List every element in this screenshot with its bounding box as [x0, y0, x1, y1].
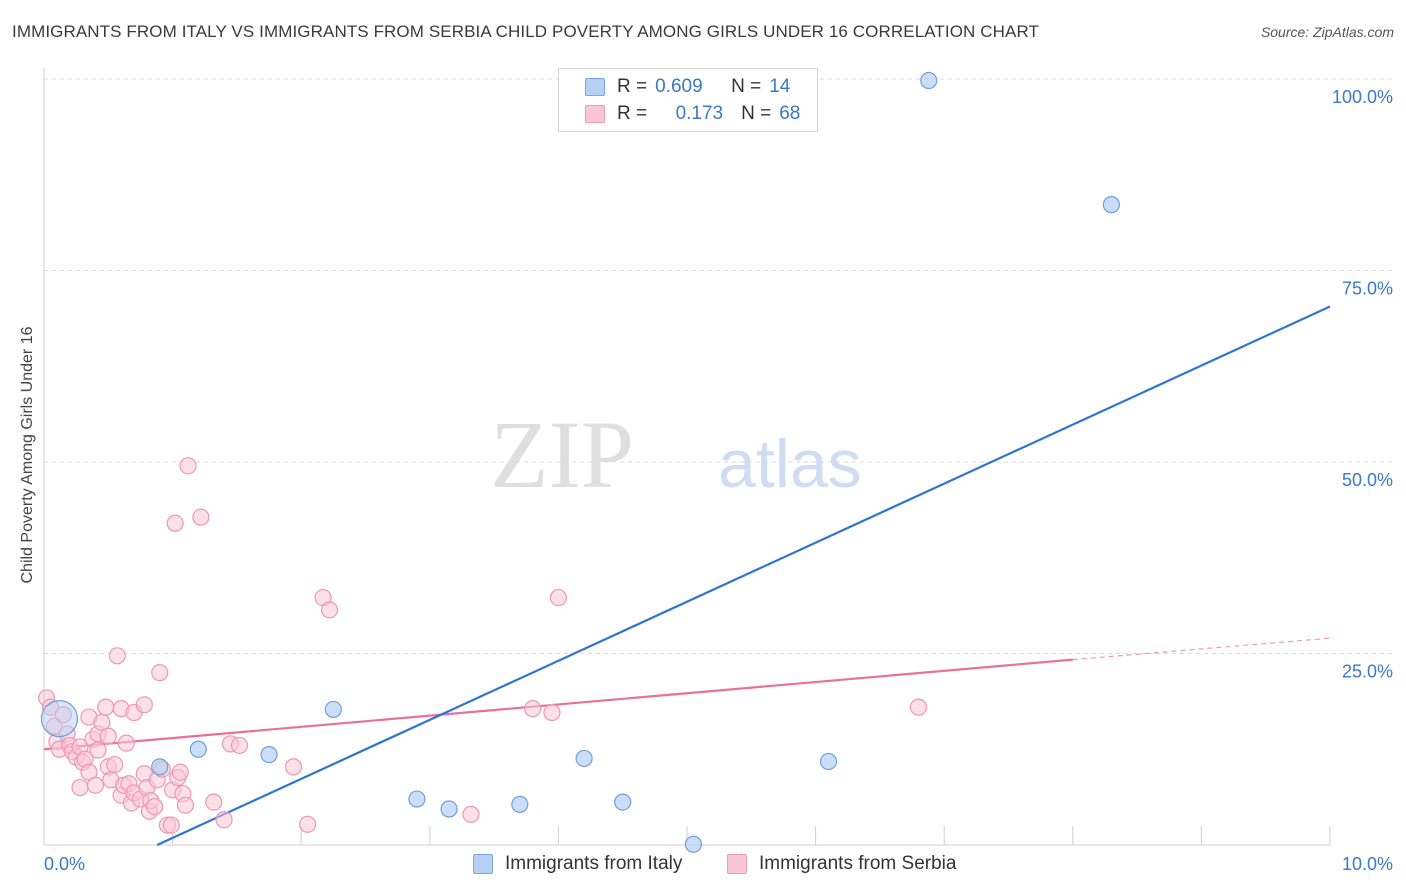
- italy-point: [614, 793, 632, 811]
- data-points: [37, 71, 1120, 853]
- serbia-point: [215, 811, 233, 829]
- italy-point-large: [40, 700, 79, 738]
- serbia-point: [117, 734, 135, 752]
- serbia-trendline-extension: [1072, 637, 1331, 661]
- legend-serbia-r-label: R =: [617, 103, 648, 124]
- x-tick-label: 10.0%: [1342, 854, 1393, 874]
- serbia-point: [108, 647, 126, 665]
- tick-labels: 25.0% 50.0% 75.0% 100.0% 0.0% 10.0%: [44, 87, 1393, 874]
- y-tick-label: 25.0%: [1342, 662, 1393, 682]
- serbia-trendline: [43, 658, 1073, 751]
- trendlines: [43, 305, 1331, 846]
- legend-italy-r-label: R =: [617, 76, 648, 97]
- serbia-point: [106, 755, 124, 774]
- x-tick-label: 0.0%: [44, 854, 85, 874]
- serbia-point: [543, 703, 561, 722]
- serbia-point: [71, 778, 89, 797]
- serbia-point: [284, 758, 303, 776]
- italy-point: [1102, 196, 1120, 214]
- chart-title: IMMIGRANTS FROM ITALY VS IMMIGRANTS FROM…: [12, 22, 1040, 41]
- serbia-point: [909, 698, 928, 716]
- serbia-point: [171, 763, 189, 781]
- serbia-point: [135, 696, 153, 714]
- bottom-legend-label-serbia: Immigrants from Serbia: [759, 853, 957, 874]
- italy-point: [151, 758, 169, 776]
- serbia-point: [97, 698, 115, 716]
- legend-italy-n-label: N =: [731, 76, 762, 97]
- serbia-point: [89, 741, 107, 759]
- serbia-point: [230, 736, 249, 755]
- serbia-point: [462, 805, 480, 823]
- correlation-legend: R = 0.609 N = 14 R = 0.173 N = 68: [558, 68, 818, 132]
- serbia-point: [205, 793, 223, 811]
- serbia-point: [99, 727, 117, 745]
- legend-serbia-n-value: 68: [779, 103, 801, 124]
- serbia-point: [176, 796, 195, 814]
- serbia-point: [86, 776, 105, 794]
- axes: [43, 68, 1331, 846]
- italy-point: [408, 790, 426, 808]
- source-label: Source: ZipAtlas.com: [1260, 24, 1394, 40]
- italy-trendline: [156, 305, 1331, 846]
- serbia-point: [524, 700, 542, 718]
- italy-point: [189, 740, 207, 758]
- watermark-zip: ZIP: [490, 401, 634, 508]
- italy-point: [324, 700, 342, 719]
- gridlines: [44, 78, 1395, 654]
- bottom-legend-italy: Immigrants from Italy: [473, 852, 682, 876]
- italy-point: [440, 800, 458, 818]
- serbia-point: [166, 514, 184, 532]
- y-tick-label: 100.0%: [1332, 87, 1393, 107]
- serbia-point: [549, 588, 568, 607]
- watermark-atlas: atlas: [718, 426, 862, 502]
- serbia-point: [162, 816, 180, 834]
- legend-swatch-serbia: [585, 105, 605, 123]
- italy-point: [575, 749, 593, 768]
- serbia-point: [179, 457, 197, 475]
- bottom-legend-serbia: Immigrants from Serbia: [727, 852, 956, 876]
- italy-point: [819, 752, 838, 771]
- y-tick-label: 75.0%: [1342, 279, 1393, 299]
- y-tick-label: 50.0%: [1342, 470, 1393, 490]
- bottom-legend-swatch-italy: [473, 854, 493, 874]
- serbia-point: [320, 601, 339, 619]
- serbia-point: [151, 664, 169, 682]
- legend-swatch-italy: [585, 78, 605, 96]
- serbia-point: [299, 815, 317, 833]
- italy-point: [920, 71, 938, 90]
- legend-row-italy: R = 0.609 N = 14: [585, 75, 790, 99]
- legend-row-serbia: R = 0.173 N = 68: [585, 102, 800, 126]
- legend-serbia-r-value: 0.173: [675, 103, 724, 124]
- italy-point: [684, 835, 703, 853]
- legend-italy-n-value: 14: [769, 76, 791, 97]
- bottom-legend-label-italy: Immigrants from Italy: [505, 853, 683, 874]
- serbia-point: [192, 508, 210, 526]
- italy-point: [260, 746, 278, 764]
- italy-point: [511, 795, 529, 814]
- serbia-point: [145, 798, 164, 816]
- legend-serbia-n-label: N =: [741, 103, 772, 124]
- legend-italy-r-value: 0.609: [655, 76, 703, 97]
- bottom-legend-swatch-serbia: [727, 854, 747, 874]
